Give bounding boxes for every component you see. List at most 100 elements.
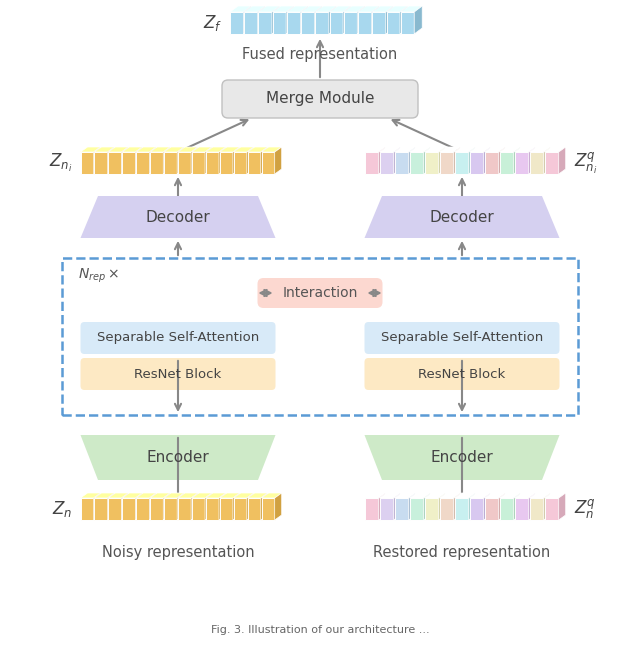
Bar <box>301 12 315 34</box>
Polygon shape <box>244 6 266 12</box>
Polygon shape <box>470 147 491 152</box>
Polygon shape <box>230 6 252 12</box>
Polygon shape <box>287 6 308 12</box>
Bar <box>95 152 108 174</box>
Text: $Z_n$: $Z_n$ <box>52 499 72 519</box>
Bar <box>108 498 122 520</box>
Polygon shape <box>365 435 559 480</box>
Polygon shape <box>247 147 254 174</box>
Polygon shape <box>484 493 491 520</box>
Bar <box>410 498 424 520</box>
Text: ResNet Block: ResNet Block <box>134 368 221 380</box>
Polygon shape <box>163 493 170 520</box>
Polygon shape <box>515 147 536 152</box>
Bar <box>81 498 93 520</box>
FancyBboxPatch shape <box>257 278 383 308</box>
Polygon shape <box>136 147 143 174</box>
Polygon shape <box>529 147 536 174</box>
Bar <box>220 152 233 174</box>
Polygon shape <box>122 147 143 152</box>
Bar <box>401 12 414 34</box>
Bar <box>287 12 300 34</box>
Bar <box>545 498 559 520</box>
Polygon shape <box>484 147 506 152</box>
Polygon shape <box>409 147 416 174</box>
Polygon shape <box>424 493 445 498</box>
Bar <box>344 12 357 34</box>
Text: Separable Self-Attention: Separable Self-Attention <box>97 331 259 344</box>
Bar <box>178 152 191 174</box>
Polygon shape <box>219 147 226 174</box>
Polygon shape <box>258 6 266 34</box>
Polygon shape <box>164 147 184 152</box>
Bar <box>470 498 484 520</box>
Polygon shape <box>544 147 550 174</box>
Polygon shape <box>499 147 521 152</box>
Polygon shape <box>357 6 365 34</box>
Polygon shape <box>529 493 550 498</box>
Bar <box>262 152 275 174</box>
Polygon shape <box>206 147 226 152</box>
Polygon shape <box>81 435 275 480</box>
Polygon shape <box>371 6 380 34</box>
Text: $Z^q_n$: $Z^q_n$ <box>575 497 596 521</box>
Polygon shape <box>559 147 566 174</box>
Polygon shape <box>81 147 100 152</box>
Polygon shape <box>468 147 476 174</box>
Polygon shape <box>329 6 337 34</box>
Polygon shape <box>454 147 476 152</box>
Bar <box>136 498 149 520</box>
Bar <box>499 498 514 520</box>
Polygon shape <box>440 147 461 152</box>
Polygon shape <box>401 6 422 12</box>
Polygon shape <box>163 147 170 174</box>
Polygon shape <box>206 493 226 498</box>
Polygon shape <box>191 147 198 174</box>
Polygon shape <box>248 147 268 152</box>
Polygon shape <box>499 147 506 174</box>
Polygon shape <box>514 147 521 174</box>
Text: Encoder: Encoder <box>431 450 493 465</box>
Polygon shape <box>559 493 566 520</box>
Bar <box>515 498 529 520</box>
Polygon shape <box>192 147 212 152</box>
Polygon shape <box>178 147 198 152</box>
Polygon shape <box>243 6 252 34</box>
Polygon shape <box>394 493 416 498</box>
Bar <box>365 152 379 174</box>
Bar <box>470 152 484 174</box>
Bar <box>244 12 258 34</box>
Bar <box>206 498 219 520</box>
Bar <box>122 498 136 520</box>
Polygon shape <box>220 493 240 498</box>
Polygon shape <box>275 493 282 520</box>
Polygon shape <box>233 147 240 174</box>
Polygon shape <box>301 6 323 12</box>
Polygon shape <box>93 147 100 174</box>
Bar <box>358 12 371 34</box>
Text: $Z_{n_i}$: $Z_{n_i}$ <box>49 152 72 174</box>
Bar <box>316 12 329 34</box>
Polygon shape <box>470 493 491 498</box>
Text: Encoder: Encoder <box>147 450 209 465</box>
Bar <box>387 12 400 34</box>
Polygon shape <box>136 493 156 498</box>
Polygon shape <box>440 493 461 498</box>
Polygon shape <box>122 147 129 174</box>
Bar <box>424 152 438 174</box>
Polygon shape <box>234 493 254 498</box>
Bar <box>440 498 454 520</box>
Polygon shape <box>81 196 275 238</box>
Bar <box>248 498 260 520</box>
Bar <box>484 152 499 174</box>
Polygon shape <box>365 196 559 238</box>
Bar <box>499 152 514 174</box>
Polygon shape <box>394 147 416 152</box>
Polygon shape <box>81 493 100 498</box>
FancyBboxPatch shape <box>365 322 559 354</box>
Polygon shape <box>95 147 115 152</box>
Bar <box>192 498 205 520</box>
Bar <box>330 12 343 34</box>
Bar <box>164 498 177 520</box>
Polygon shape <box>150 147 170 152</box>
